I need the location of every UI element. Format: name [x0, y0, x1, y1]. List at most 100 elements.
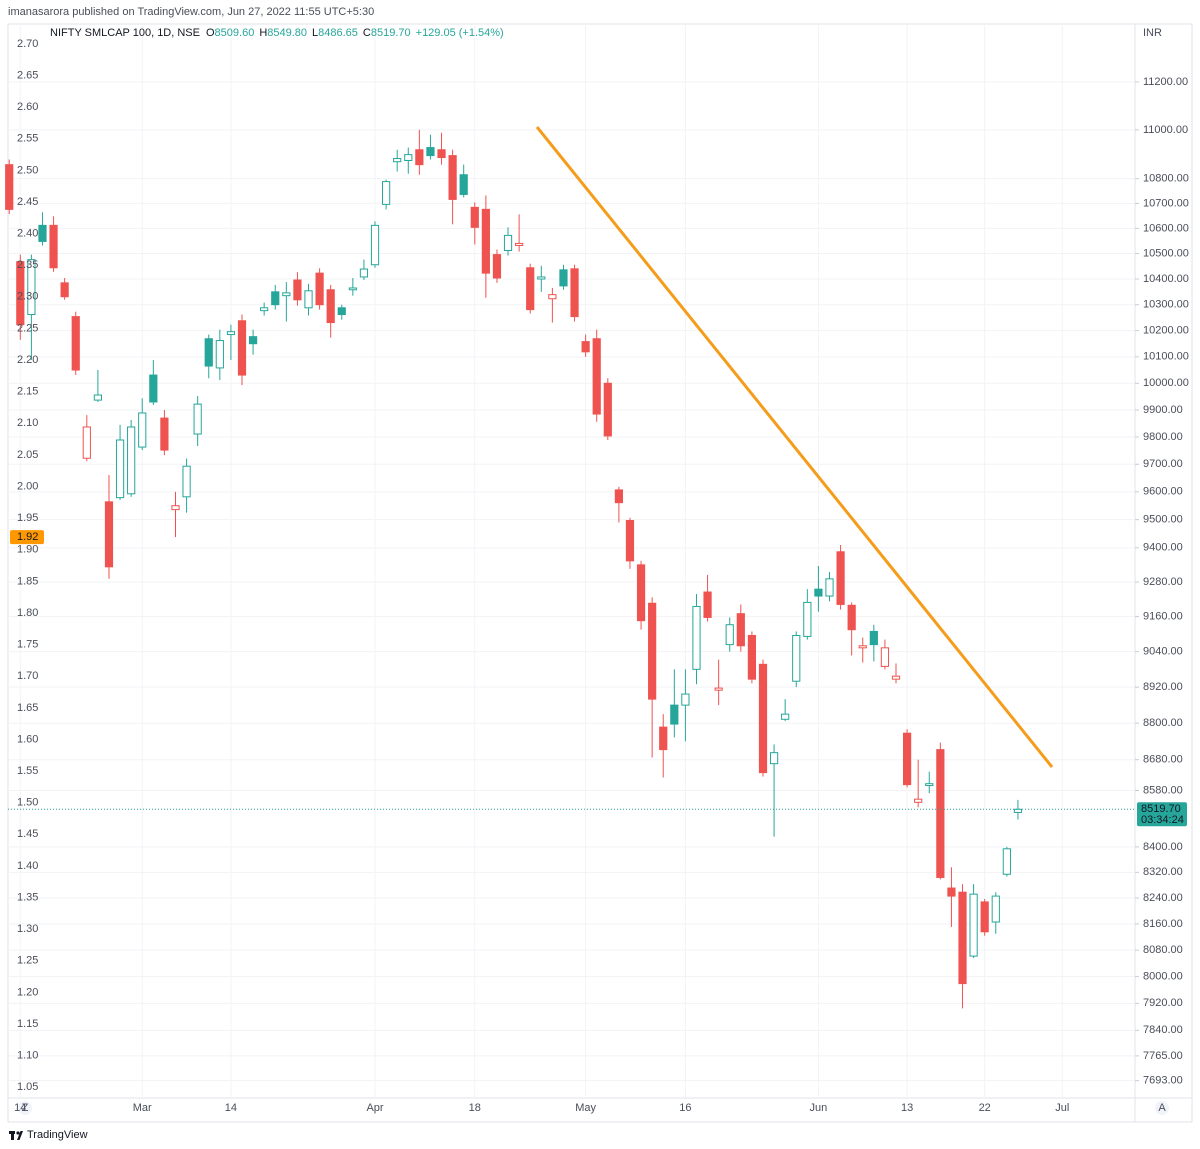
y2-tick-label: 2.00 — [17, 480, 38, 492]
legend-value: 8486.65 — [318, 27, 358, 39]
y-tick-label: 9160.00 — [1143, 610, 1183, 622]
scale-button[interactable] — [1155, 1101, 1169, 1115]
scale-button[interactable] — [18, 1101, 32, 1115]
x-tick-label: Mar — [133, 1102, 152, 1114]
candle-body — [226, 331, 236, 336]
y-tick-label: 9280.00 — [1143, 576, 1183, 588]
y-tick-label: 8800.00 — [1143, 717, 1183, 729]
y2-tick-label: 1.45 — [17, 828, 38, 840]
candle-body — [359, 268, 369, 278]
candle-body — [980, 901, 989, 933]
candle-body — [725, 624, 734, 646]
y-tick-label: 7840.00 — [1143, 1024, 1183, 1036]
y-tick-label: 8680.00 — [1143, 754, 1183, 766]
brand-logo — [9, 1131, 23, 1140]
candle-body — [792, 635, 801, 682]
candle-body — [902, 732, 912, 786]
y2-tick-label: 1.20 — [17, 986, 38, 998]
candle-body — [681, 693, 690, 706]
x-tick-label: 14 — [14, 1102, 26, 1114]
candle-body — [581, 341, 590, 353]
y2-tick-label: 1.90 — [17, 544, 38, 556]
legend-prefix: H — [259, 27, 267, 39]
candle-body — [570, 268, 579, 318]
candle-body — [515, 242, 524, 246]
candle-body — [393, 158, 402, 163]
candle-body — [858, 645, 867, 649]
candle-body — [248, 336, 258, 345]
candles — [5, 129, 1023, 1009]
candle-body — [304, 290, 313, 309]
y-tick-label: 10200.00 — [1143, 325, 1189, 337]
candle-body — [16, 261, 25, 326]
y-tick-label: 11200.00 — [1143, 76, 1188, 88]
candle-body — [260, 307, 269, 312]
y-tick-label: 10100.00 — [1143, 351, 1189, 363]
y-tick-label: 10300.00 — [1143, 299, 1189, 311]
y-tick-label: 8000.00 — [1143, 971, 1183, 983]
x-tick-label: Jun — [810, 1102, 828, 1114]
y2-tick-label: 1.05 — [17, 1081, 38, 1093]
x-tick-label: Jul — [1055, 1102, 1069, 1114]
candle-body — [692, 605, 701, 670]
candle-body — [1002, 848, 1011, 875]
candle-body — [237, 320, 247, 376]
legend-prefix: O — [206, 27, 215, 39]
candle-body — [836, 551, 845, 605]
candle-body — [969, 893, 978, 957]
candle-body — [337, 307, 346, 316]
candle-body — [803, 601, 812, 637]
candle-body — [936, 749, 945, 878]
candle-body — [193, 403, 202, 435]
candle-body — [82, 426, 91, 459]
chart-frame — [7, 23, 1193, 1123]
y2-tick-label: 2.20 — [17, 354, 38, 366]
scale-button-label[interactable]: Z — [22, 1102, 29, 1114]
candle-body — [459, 174, 468, 195]
y-tick-label: 10800.00 — [1143, 173, 1189, 185]
candle-body — [326, 289, 335, 324]
candle-body — [138, 412, 147, 448]
candle-body — [71, 316, 80, 371]
candle-body — [947, 887, 956, 897]
y-tick-label: 10600.00 — [1143, 222, 1189, 234]
y2-tick-label: 2.70 — [17, 38, 38, 50]
candle-body — [481, 208, 490, 274]
y2-tick-label: 1.85 — [17, 575, 38, 587]
candle-body — [38, 224, 47, 242]
brand: TradingView — [27, 1129, 88, 1141]
y-tick-label: 8400.00 — [1143, 841, 1183, 853]
y-tick-label: 9600.00 — [1143, 486, 1183, 498]
candle-body — [880, 647, 890, 667]
candle-body — [5, 164, 14, 210]
y2-tick-label: 2.45 — [17, 196, 38, 208]
y2-tick-label: 1.25 — [17, 955, 38, 967]
candle-body — [769, 752, 779, 765]
x-tick-label: 13 — [901, 1102, 913, 1114]
legend-title: NIFTY SMLCAP 100, 1D, NSE — [50, 27, 200, 39]
y-tick-label: 9700.00 — [1143, 458, 1183, 470]
y2-tick-label: 1.60 — [17, 733, 38, 745]
y2-tick-label: 2.35 — [17, 259, 38, 271]
candle-body — [537, 276, 546, 280]
y2-tick-label: 1.40 — [17, 860, 38, 872]
scale-button-label[interactable]: A — [1158, 1102, 1166, 1114]
y-tick-label: 7920.00 — [1143, 997, 1183, 1009]
x-tick-label: Apr — [366, 1102, 383, 1114]
legend-prefix: C — [363, 27, 371, 39]
candle-body — [526, 267, 535, 311]
y2-tick-label: 1.10 — [17, 1050, 38, 1062]
y-tick-label: 10500.00 — [1143, 247, 1189, 259]
y-tick-label: 8080.00 — [1143, 944, 1183, 956]
candle-body — [382, 181, 391, 205]
candle-body — [49, 224, 58, 269]
candle-body — [847, 604, 856, 631]
candle-body — [714, 687, 723, 691]
y-tick-label: 8320.00 — [1143, 866, 1183, 878]
y2-tick-label: 2.60 — [17, 101, 38, 113]
y-tick-label: 10400.00 — [1143, 273, 1189, 285]
candle-body — [825, 578, 834, 597]
